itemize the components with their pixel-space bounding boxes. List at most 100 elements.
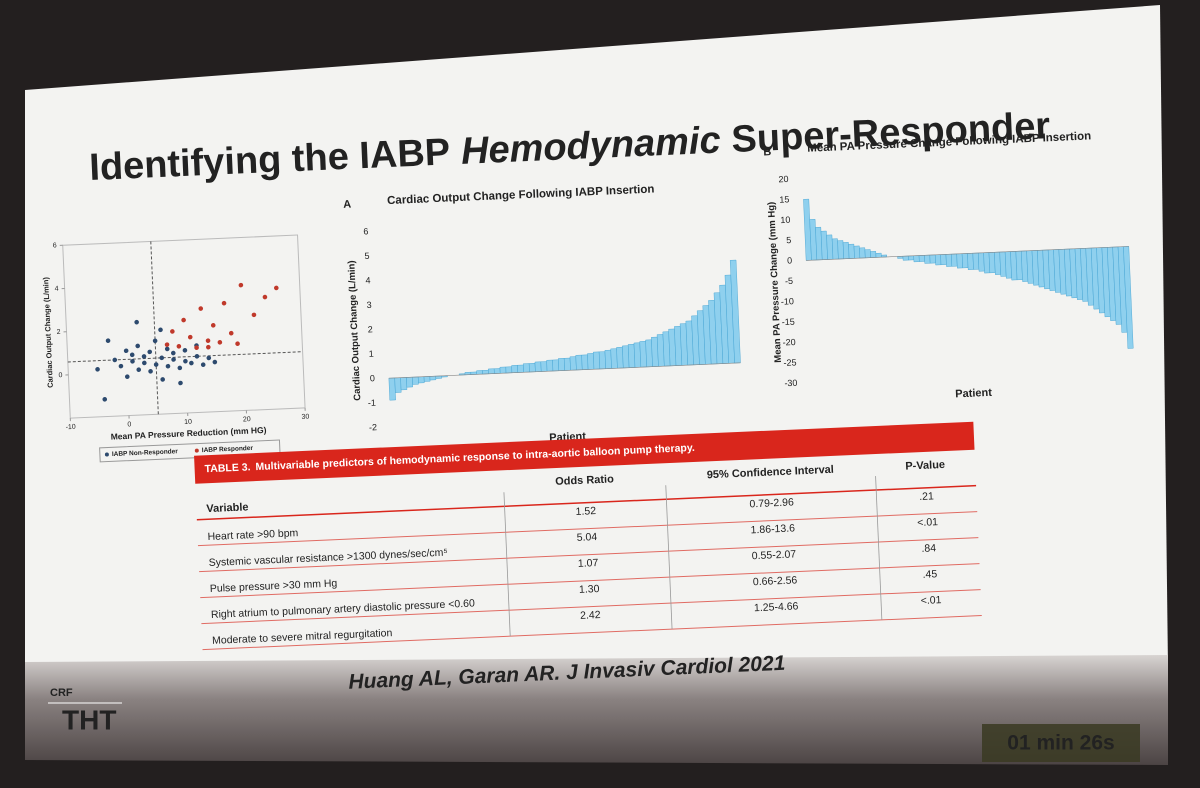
scatter-point	[153, 362, 159, 367]
scatter-point	[164, 342, 170, 347]
scatter-point	[200, 362, 206, 367]
bar	[913, 255, 920, 263]
scatter-point	[130, 358, 135, 364]
scatter-point	[176, 343, 182, 349]
y-tick-label: -5	[785, 276, 793, 286]
bar	[417, 376, 425, 384]
scatter-point	[158, 327, 163, 333]
scatter-point	[129, 352, 135, 358]
y-tick-label: 20	[778, 174, 788, 184]
bar	[493, 368, 501, 374]
y-tick-label: 2	[56, 329, 60, 336]
scatter-point	[159, 355, 165, 361]
bar	[924, 254, 931, 264]
table-cell: .84	[921, 542, 936, 555]
bar	[978, 252, 985, 272]
bar	[902, 255, 909, 261]
y-tick-label: 4	[365, 275, 370, 285]
bar	[934, 254, 942, 266]
scatter-point	[217, 340, 223, 345]
bar	[488, 368, 495, 375]
scatter-point	[221, 300, 227, 306]
bar	[575, 354, 583, 371]
legend-label: IABP Responder	[202, 445, 254, 454]
table-rule	[197, 511, 978, 547]
bar	[528, 363, 536, 373]
scatter-point	[178, 380, 183, 386]
bar	[569, 356, 577, 371]
y-tick-label: 5	[364, 251, 369, 261]
bar	[400, 377, 408, 391]
scatter-point	[206, 344, 211, 350]
bar	[967, 252, 974, 270]
scatter-point	[141, 354, 147, 359]
x-tick-label: 10	[184, 419, 192, 426]
scatter-point	[102, 397, 108, 402]
y-tick-label: -1	[368, 398, 376, 408]
table-cell: <.01	[920, 594, 941, 607]
scatter-point	[238, 282, 244, 288]
table-rule	[196, 484, 977, 521]
scatter-point	[135, 343, 141, 349]
bar	[940, 254, 947, 266]
bar	[870, 251, 877, 258]
table-rule	[199, 537, 979, 573]
scatter-point	[189, 360, 194, 366]
bar	[956, 253, 963, 269]
median-line	[150, 241, 159, 415]
y-tick-label: 6	[53, 242, 57, 249]
bar	[945, 253, 953, 267]
scatter-point	[105, 338, 111, 344]
scatter-point	[170, 329, 175, 334]
table-rule	[200, 563, 980, 599]
legend-label: IABP Non-Responder	[112, 448, 179, 458]
panel-label: A	[343, 199, 352, 211]
table-cell: Pulse pressure >30 mm Hg	[210, 577, 338, 595]
column-header: Variable	[206, 501, 249, 515]
scatter-point	[251, 312, 257, 318]
scatter-point	[182, 348, 188, 353]
table-cell: 1.30	[579, 583, 600, 596]
bar	[842, 242, 850, 260]
bar	[622, 345, 630, 369]
table-cell: .45	[922, 568, 937, 581]
table-cell: .21	[919, 490, 934, 503]
slide-footer	[25, 655, 1168, 765]
timer-box	[982, 724, 1140, 762]
zero-line	[806, 246, 1129, 261]
bar	[394, 377, 402, 393]
scatter-point	[262, 294, 268, 300]
bar	[616, 346, 624, 369]
bar	[908, 255, 915, 261]
scatter-point	[171, 357, 176, 362]
x-tick-label: -10	[65, 424, 76, 431]
bar	[587, 353, 595, 370]
bar	[581, 354, 589, 370]
bar	[875, 252, 882, 258]
bar	[951, 253, 958, 267]
y-tick-label: -20	[782, 337, 795, 348]
scatter-point	[170, 350, 176, 356]
bar	[534, 361, 542, 373]
scatter-point	[274, 285, 279, 291]
y-tick-label: 3	[366, 300, 371, 310]
slide	[25, 5, 1168, 692]
table-cell: 0.55-2.07	[752, 548, 797, 562]
scatter-point	[165, 363, 171, 369]
x-axis-label: Patient	[955, 387, 992, 401]
bar	[604, 349, 612, 369]
table-rule	[202, 615, 982, 651]
timer: 01 min 26s	[1007, 732, 1114, 755]
scatter-point	[123, 348, 129, 354]
caption-label: TABLE 3.	[204, 461, 250, 475]
table-cell: <.01	[917, 516, 938, 529]
y-tick-label: 4	[55, 286, 59, 293]
scatter-point	[183, 358, 188, 364]
y-tick-label: -2	[369, 422, 377, 432]
bar	[826, 234, 834, 260]
legend-swatch	[194, 448, 199, 453]
bar	[837, 240, 844, 260]
scatter-point	[206, 355, 212, 361]
scatter-point	[147, 349, 153, 355]
